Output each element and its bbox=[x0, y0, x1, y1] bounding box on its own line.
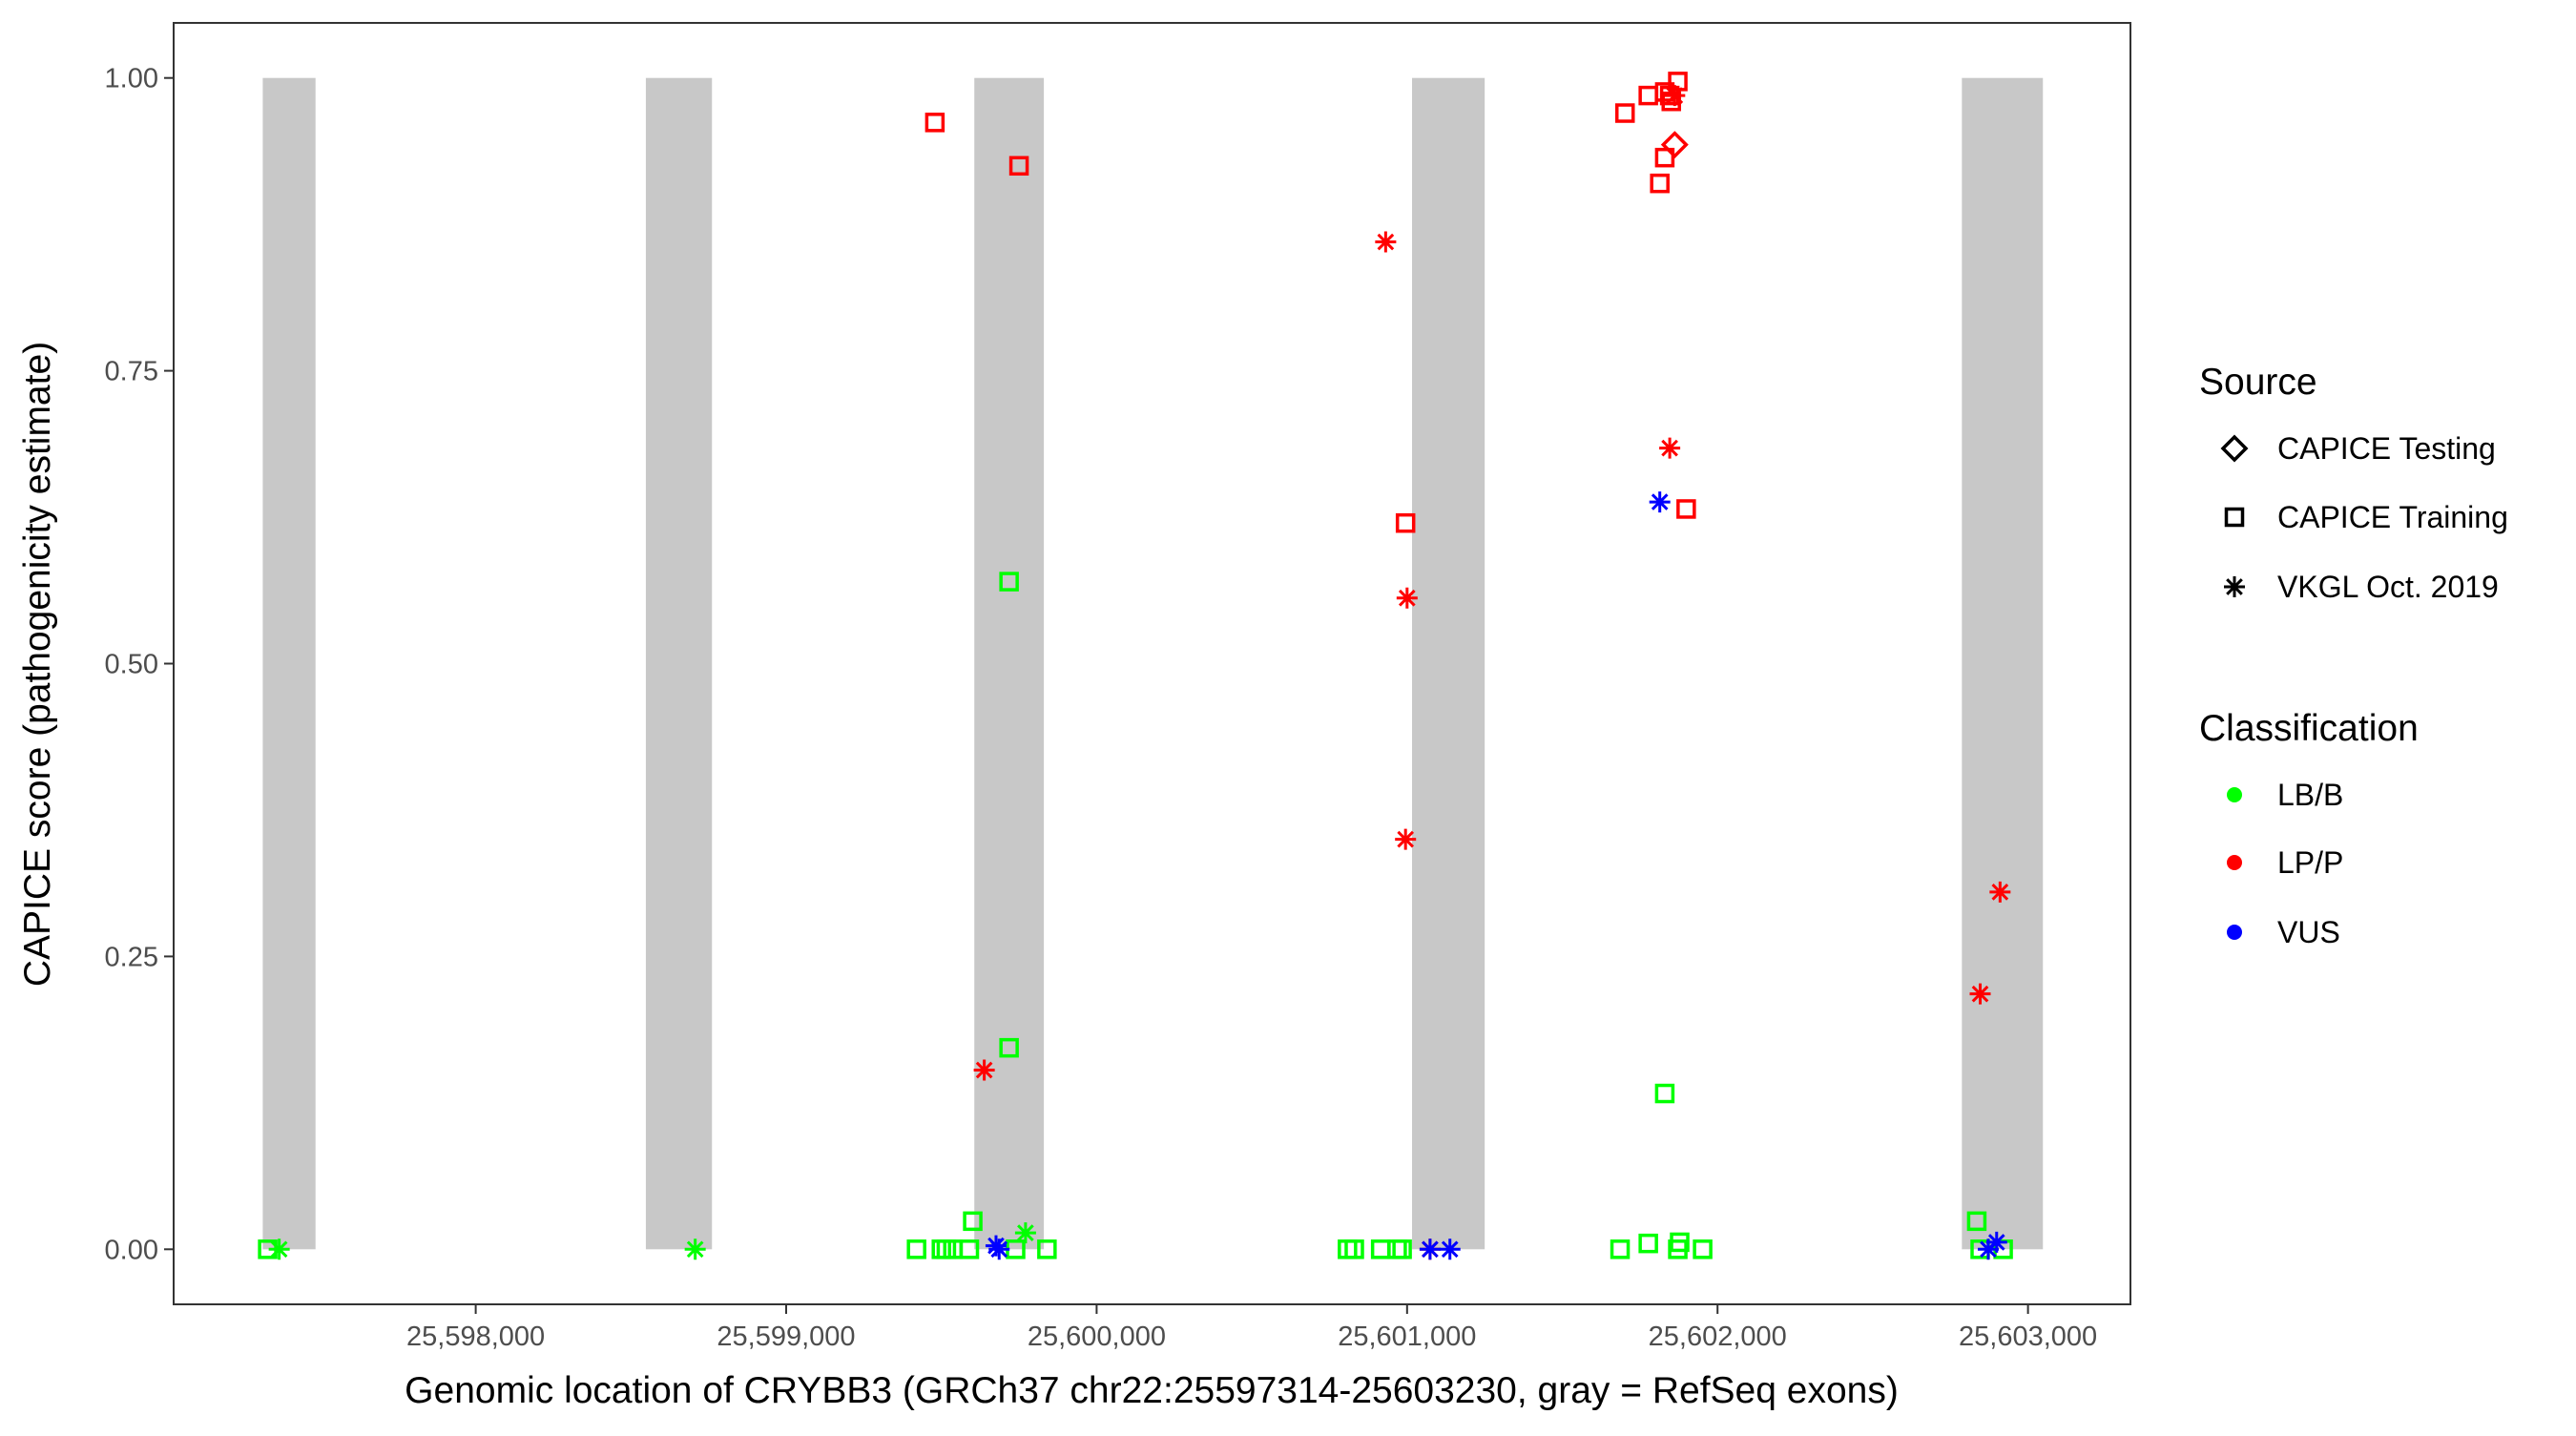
legend-source-symbol bbox=[2224, 507, 2245, 528]
data-point bbox=[1638, 85, 1658, 106]
legend-source-label: CAPICE Training bbox=[2277, 500, 2508, 534]
x-tick-label: 25,599,000 bbox=[717, 1322, 855, 1352]
data-point bbox=[924, 113, 945, 133]
x-tick-label: 25,601,000 bbox=[1338, 1322, 1476, 1352]
data-point bbox=[1670, 1232, 1690, 1253]
legend-class-label: LP/P bbox=[2277, 845, 2343, 880]
data-point bbox=[684, 1238, 706, 1260]
data-point bbox=[1969, 983, 1991, 1005]
data-point bbox=[931, 1239, 951, 1259]
data-point bbox=[1370, 1239, 1391, 1259]
x-axis: 25,598,000 25,599,000 25,600,000 25,601,000… bbox=[406, 1304, 2097, 1352]
y-tick-label: 0.75 bbox=[105, 357, 158, 387]
data-point bbox=[1660, 131, 1689, 159]
y-tick-label: 0.00 bbox=[105, 1235, 158, 1265]
data-point bbox=[1610, 1239, 1631, 1259]
x-tick-label: 25,603,000 bbox=[1959, 1322, 2097, 1352]
data-point bbox=[963, 1211, 983, 1232]
y-axis: 0.00 0.25 0.50 0.75 1.00 bbox=[105, 64, 174, 1265]
data-point bbox=[1664, 85, 1686, 107]
data-point bbox=[1344, 1239, 1364, 1259]
data-point bbox=[988, 1238, 1010, 1260]
legend-source-label: VKGL Oct. 2019 bbox=[2277, 570, 2499, 604]
legend-class-symbol bbox=[2227, 855, 2242, 870]
x-tick-label: 25,598,000 bbox=[406, 1322, 545, 1352]
legend-source-symbol bbox=[2220, 434, 2249, 463]
data-point bbox=[1985, 1231, 2007, 1253]
exon-band bbox=[1412, 77, 1485, 1250]
legend-source-symbol bbox=[2224, 576, 2245, 597]
x-tick-label: 25,602,000 bbox=[1649, 1322, 1787, 1352]
legend-source-title: Source bbox=[2199, 362, 2317, 403]
y-tick-label: 0.25 bbox=[105, 942, 158, 972]
data-point bbox=[1614, 103, 1635, 123]
legend-class-symbol bbox=[2227, 925, 2242, 940]
data-point bbox=[1392, 1239, 1412, 1259]
data-point bbox=[999, 572, 1019, 592]
y-axis-title: CAPICE score (pathogenicity estimate) bbox=[17, 342, 58, 987]
legend: Source Classification CAPICE Testing CAPI… bbox=[2199, 362, 2508, 949]
data-point bbox=[1989, 881, 2011, 903]
data-points bbox=[258, 72, 2013, 1260]
data-point bbox=[1638, 1233, 1658, 1254]
data-point bbox=[1387, 1239, 1407, 1259]
data-point bbox=[1654, 147, 1675, 168]
data-point bbox=[999, 1037, 1019, 1058]
exon-bands bbox=[262, 77, 2044, 1250]
data-point bbox=[1966, 1211, 1987, 1232]
legend-classification-title: Classification bbox=[2199, 708, 2419, 749]
data-point bbox=[1676, 499, 1696, 519]
data-point bbox=[1395, 512, 1416, 533]
exon-band bbox=[262, 77, 316, 1250]
data-point bbox=[973, 1059, 995, 1081]
legend-class-label: LB/B bbox=[2277, 778, 2343, 812]
data-point bbox=[1649, 491, 1671, 513]
plot-panel-border bbox=[173, 22, 2131, 1305]
data-point bbox=[1439, 1238, 1461, 1260]
legend-class-label: VUS bbox=[2277, 915, 2340, 949]
legend-source-label: CAPICE Testing bbox=[2277, 431, 2496, 466]
exon-band bbox=[974, 77, 1045, 1250]
data-point bbox=[1037, 1239, 1057, 1259]
exon-band bbox=[645, 77, 713, 1250]
data-point bbox=[1375, 231, 1397, 253]
data-point bbox=[268, 1238, 290, 1260]
x-axis-title: Genomic location of CRYBB3 (GRCh37 chr22… bbox=[405, 1370, 1899, 1411]
data-point bbox=[1396, 587, 1418, 609]
data-point bbox=[1693, 1239, 1713, 1259]
data-point bbox=[906, 1239, 926, 1259]
legend-class-symbol bbox=[2227, 787, 2242, 802]
data-point bbox=[1395, 828, 1417, 850]
data-point bbox=[1008, 156, 1029, 177]
data-point bbox=[1654, 1083, 1675, 1104]
data-point bbox=[1014, 1222, 1036, 1244]
data-point bbox=[1650, 173, 1670, 194]
y-tick-label: 0.50 bbox=[105, 650, 158, 680]
exon-band bbox=[1962, 77, 2044, 1250]
x-tick-label: 25,600,000 bbox=[1028, 1322, 1166, 1352]
data-point bbox=[1419, 1238, 1441, 1260]
data-point bbox=[1977, 1238, 1999, 1260]
data-point bbox=[959, 1239, 980, 1259]
data-point bbox=[1659, 437, 1681, 459]
y-tick-label: 1.00 bbox=[105, 64, 158, 94]
